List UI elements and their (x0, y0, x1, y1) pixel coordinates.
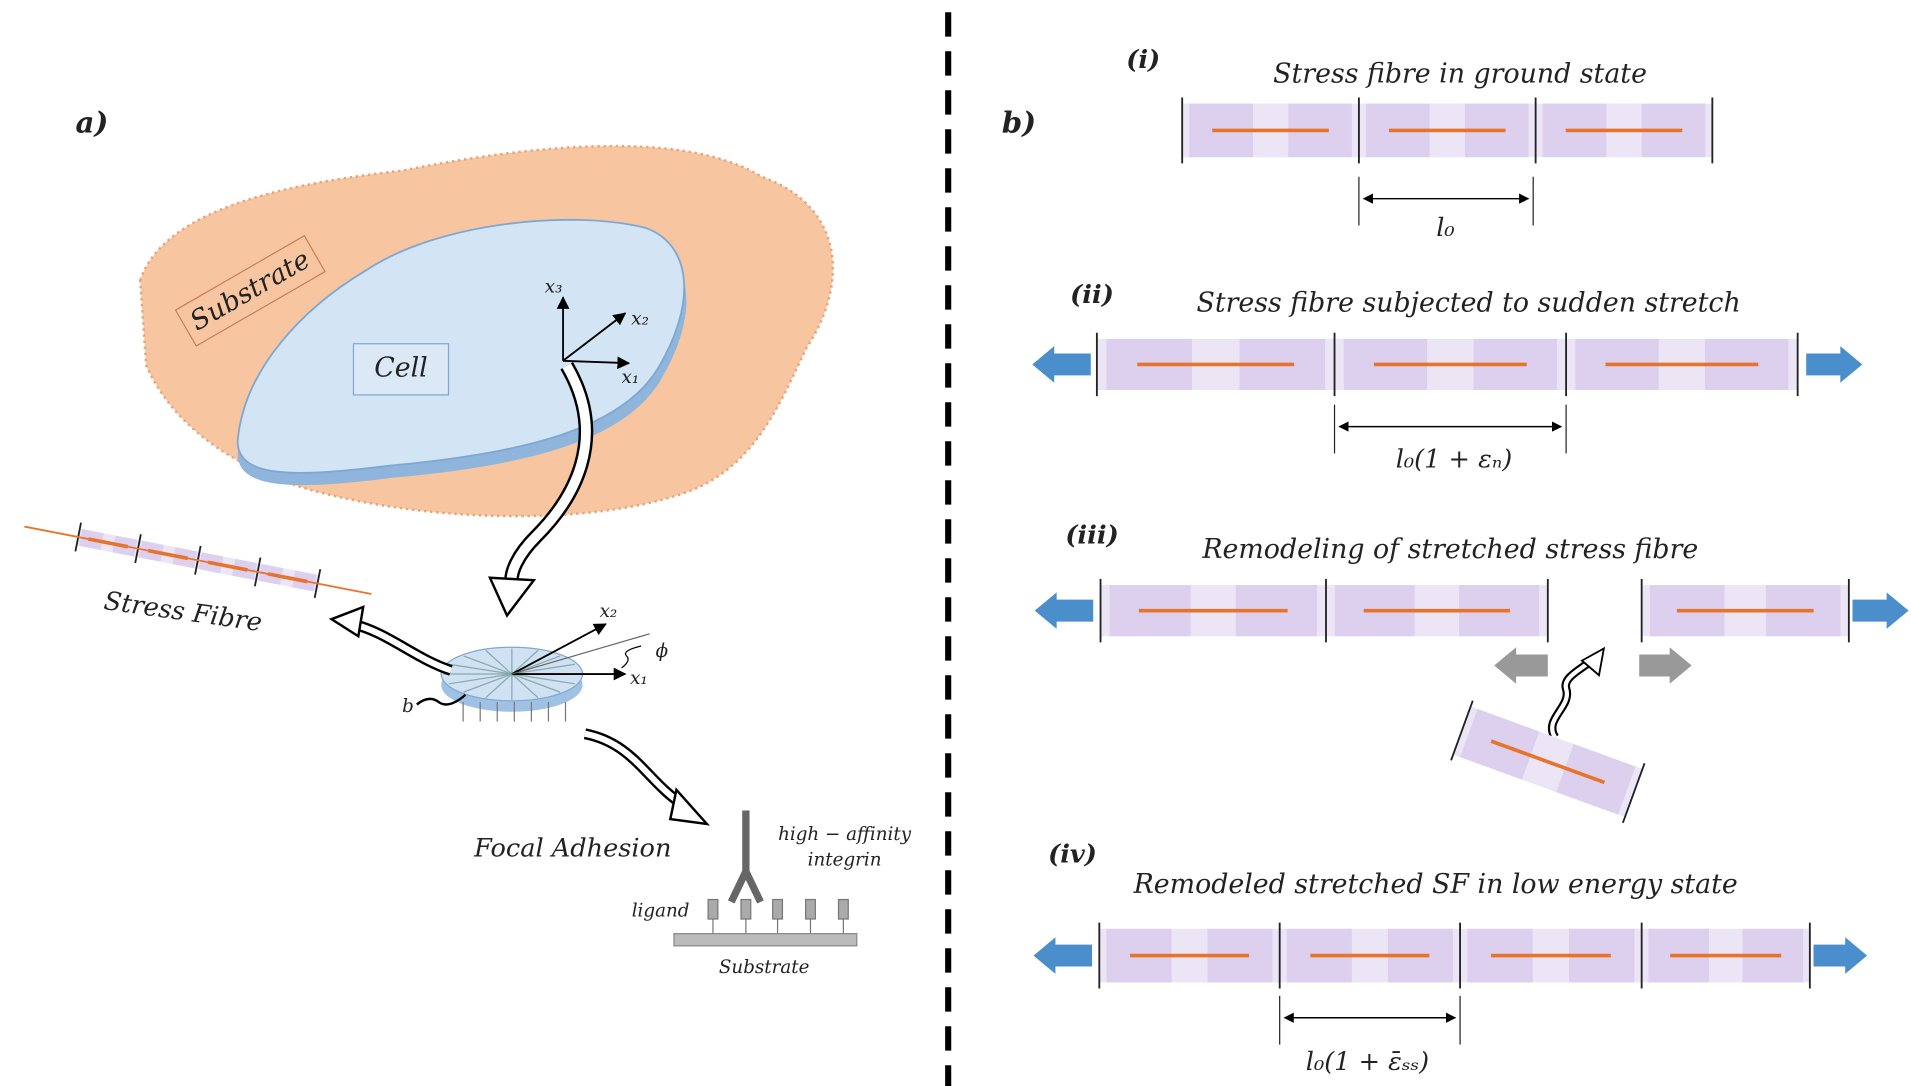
pull-arrow (1806, 346, 1862, 383)
arrow (1552, 658, 1594, 737)
state-title: Stress fibre subjected to sudden stretch (1196, 288, 1740, 319)
state-title: Remodeling of stretched stress fibre (1201, 534, 1698, 565)
pull-arrow (1494, 647, 1548, 684)
arrowhead (670, 790, 707, 824)
state-index: (ii) (1070, 280, 1114, 310)
ligand (773, 900, 783, 920)
pull-arrow (1035, 592, 1094, 629)
panel-label: a) (76, 105, 109, 139)
page: Stress fibre diagram {"panel_a": {"label… (0, 0, 1911, 1086)
pull-arrow (1639, 647, 1691, 684)
angle-pointer (622, 646, 642, 668)
focal-adhesion-label: Focal Adhesion (473, 834, 671, 864)
integrin-label: integrin (808, 850, 882, 871)
panel-label: b) (1002, 105, 1036, 139)
axis-label: x₂ (600, 601, 618, 622)
arrowhead (490, 578, 534, 616)
integrin-label: high − affinity (778, 824, 912, 845)
base-label: Substrate (719, 957, 809, 978)
axis-label: x₁ (630, 668, 648, 689)
state-index: (iii) (1065, 520, 1118, 550)
fibre-axis (24, 527, 371, 594)
arrow (353, 624, 451, 670)
arrow (585, 734, 683, 805)
arrowhead (1582, 648, 1604, 675)
pull-arrow (1034, 937, 1093, 974)
length-label: l₀ (1436, 213, 1454, 243)
length-label: l₀(1 + ε̄ₛₛ) (1306, 1047, 1429, 1077)
axis-label: x₁ (622, 367, 640, 388)
ligand-label: ligand (632, 901, 690, 922)
axis-label: x₂ (631, 308, 649, 329)
integrin (731, 811, 760, 902)
state-index: (iv) (1048, 840, 1097, 870)
ligand (741, 900, 751, 920)
pull-arrow (1814, 937, 1868, 974)
ligand (708, 900, 718, 920)
state-index: (i) (1126, 45, 1160, 75)
cell-label: Cell (374, 352, 428, 383)
ligand (806, 900, 816, 920)
angle-label: ϕ (656, 641, 669, 662)
state-title: Remodeled stretched SF in low energy sta… (1133, 869, 1738, 900)
ligand (839, 900, 849, 920)
axis-label: x₃ (545, 277, 563, 298)
stress-fibre-label: Stress Fibre (102, 586, 264, 638)
pull-arrow (1853, 592, 1909, 629)
length-label: l₀(1 + εₙ) (1396, 445, 1512, 475)
arrowhead (332, 607, 364, 636)
state-title: Stress fibre in ground state (1273, 59, 1647, 90)
radius-label: b (402, 696, 414, 717)
base (674, 934, 857, 946)
body: a) Substrate Cell x₃ x₂ x₁ Stress Fibre … (0, 0, 1911, 1086)
figure: a) Substrate Cell x₃ x₂ x₁ Stress Fibre … (0, 0, 1911, 1086)
pull-arrow (1032, 346, 1091, 383)
